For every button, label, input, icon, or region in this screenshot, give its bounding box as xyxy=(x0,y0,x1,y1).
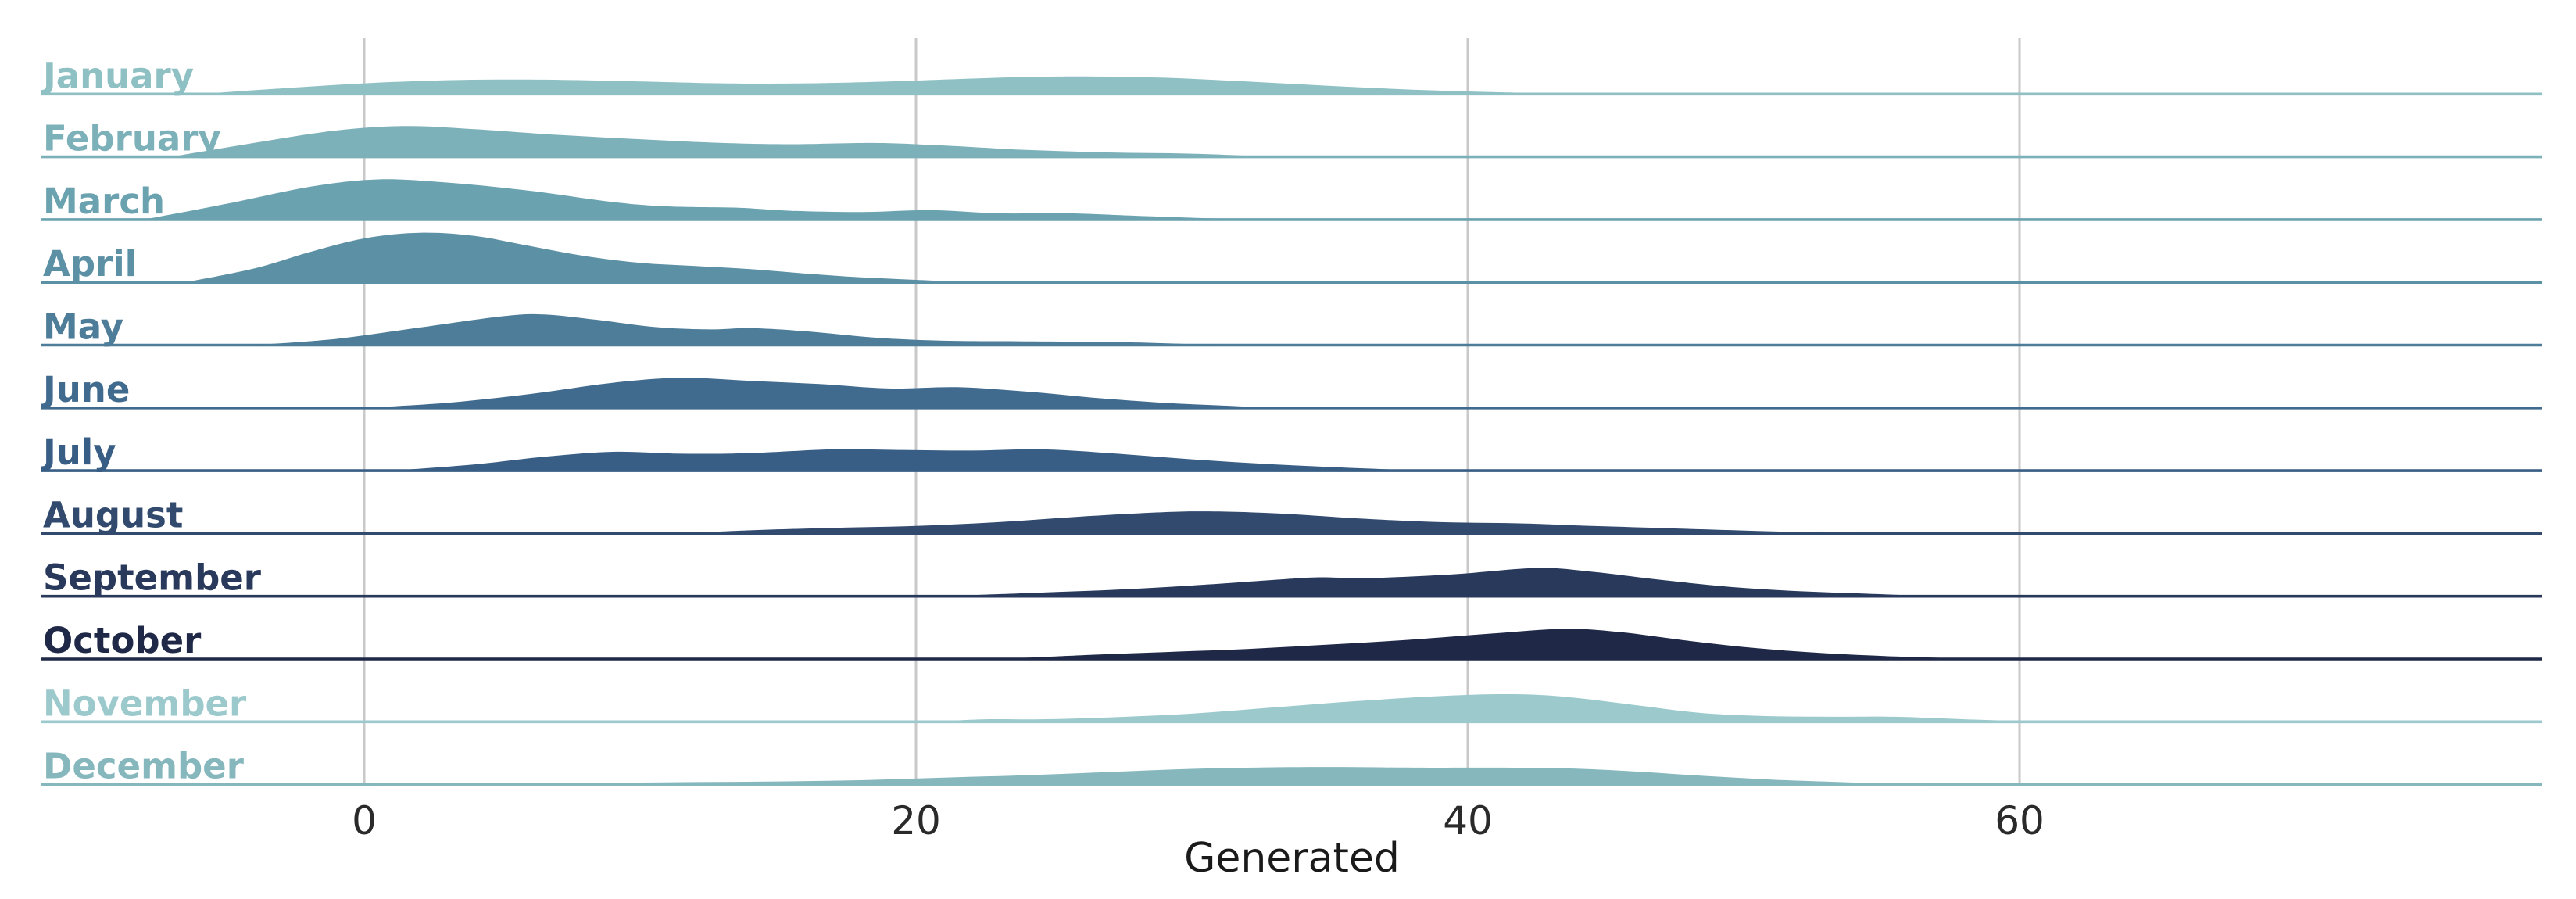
x-tick-label-60: 60 xyxy=(1995,798,2045,843)
month-label-april: April xyxy=(43,243,137,285)
x-axis: 0 20 40 60 Generated xyxy=(352,798,2045,882)
ridges xyxy=(41,76,2542,786)
x-tick-label-40: 40 xyxy=(1443,798,1493,843)
month-label-july: July xyxy=(41,432,116,473)
month-label-march: March xyxy=(43,181,165,222)
month-label-december: December xyxy=(43,746,245,787)
month-label-september: September xyxy=(43,557,262,599)
x-axis-title: Generated xyxy=(1184,835,1400,882)
month-label-august: August xyxy=(43,494,183,535)
month-ridge-august xyxy=(41,511,2542,534)
month-label-may: May xyxy=(43,306,123,348)
month-ridge-february xyxy=(41,126,2542,157)
month-ridge-april xyxy=(41,232,2542,283)
month-ridge-january xyxy=(41,76,2542,95)
month-ridge-july xyxy=(41,449,2542,471)
month-label-january: January xyxy=(41,55,194,96)
month-ridge-december xyxy=(41,767,2542,785)
x-tick-labels: 0 20 40 60 xyxy=(352,798,2045,843)
month-ridge-october xyxy=(41,629,2542,659)
month-ridge-november xyxy=(41,693,2542,722)
month-label-october: October xyxy=(43,620,202,661)
month-label-november: November xyxy=(43,682,247,724)
month-label-february: February xyxy=(43,118,221,159)
month-label-june: June xyxy=(41,369,130,410)
month-ridge-may xyxy=(41,313,2542,346)
month-ridge-june xyxy=(41,378,2542,408)
month-labels: January February March April May June July Augu… xyxy=(41,55,262,786)
x-tick-label-0: 0 xyxy=(352,798,377,843)
x-tick-label-20: 20 xyxy=(891,798,941,843)
month-ridge-september xyxy=(41,568,2542,596)
month-ridge-march xyxy=(41,179,2542,220)
